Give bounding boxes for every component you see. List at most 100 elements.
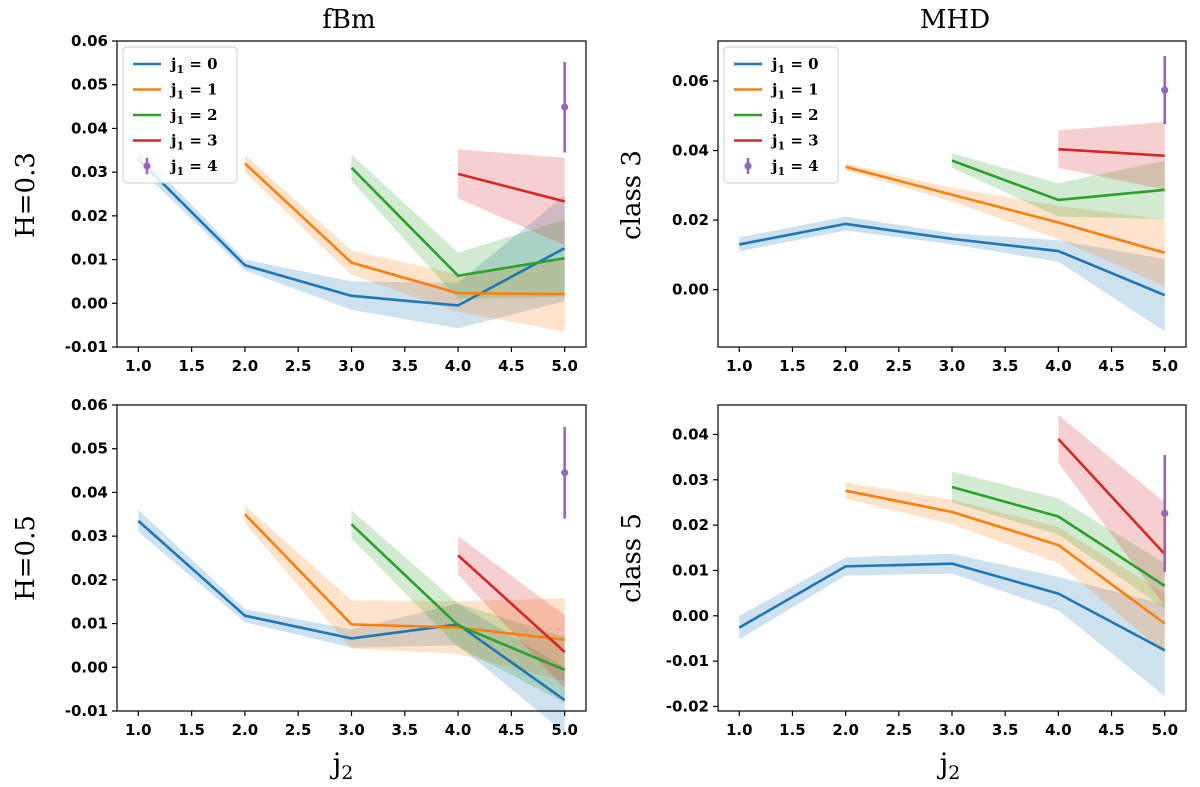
legend-label-sub: 1 [176, 89, 184, 102]
legend-label-j1=2: j1 = 2 [169, 106, 218, 127]
x-tick-label: 1.5 [178, 721, 205, 739]
y-tick-label: 0.03 [71, 163, 108, 181]
x-tick-label: 5.0 [551, 721, 578, 739]
point-j1=4 [561, 469, 569, 477]
legend-label-pre: j [770, 55, 777, 73]
band-j1=0 [138, 150, 565, 329]
y-tick-label: 0.00 [672, 607, 709, 625]
band-j1=1 [244, 154, 565, 332]
row-label-class5: class 5 [617, 513, 647, 603]
legend-marker-j1=4 [744, 162, 752, 170]
legend-label-j1=1: j1 = 1 [169, 81, 218, 102]
legend-label-j1=0: j1 = 0 [169, 55, 218, 76]
y-tick-label: 0.04 [672, 142, 709, 160]
x-tick-label: 2.5 [285, 721, 312, 739]
band-j1=2 [351, 154, 565, 299]
legend-label-post: = 1 [184, 81, 217, 99]
legend-label-pre: j [169, 157, 176, 175]
band-j1=0 [739, 216, 1165, 332]
legend-label-post: = 4 [785, 157, 818, 175]
line-j1=3 [457, 554, 566, 653]
x-tick-label: 2.0 [832, 357, 859, 375]
x-tick-label: 3.5 [392, 721, 419, 739]
legend-label-sub: 1 [777, 114, 785, 127]
y-tick-label: -0.02 [666, 697, 709, 715]
col-title-fbm: fBm [322, 5, 375, 35]
legend-label-sub: 1 [777, 89, 785, 102]
legend-label-post: = 0 [184, 55, 217, 73]
x-tick-label: 4.0 [445, 721, 472, 739]
x-tick-label: 1.0 [125, 357, 152, 375]
y-tick-label: 0.04 [71, 483, 108, 501]
legend-label-j1=4: j1 = 4 [169, 157, 218, 178]
y-tick-label: 0.02 [71, 571, 108, 589]
xlabel-right: j2 [937, 747, 961, 784]
legend-label-pre: j [169, 55, 176, 73]
legend-label-sub: 1 [176, 165, 184, 178]
legend-label-pre: j [770, 132, 777, 150]
point-j1=4 [561, 103, 569, 111]
legend-label-post: = 0 [785, 55, 818, 73]
y-tick-label: 0.00 [672, 281, 709, 299]
x-tick-label: 4.5 [498, 357, 525, 375]
x-tick-label: 4.5 [1098, 357, 1125, 375]
line-j1=1 [244, 162, 565, 296]
legend-label-sub: 1 [176, 63, 184, 76]
x-tick-label: 4.0 [445, 357, 472, 375]
legend-label-j1=3: j1 = 3 [169, 132, 218, 153]
line-j1=3 [457, 172, 566, 203]
line-j1=2 [951, 485, 1166, 587]
legend-label-sub: 1 [176, 114, 184, 127]
line-j1=0 [137, 519, 566, 702]
y-tick-label: 0.00 [71, 658, 108, 676]
line-j1=2 [350, 523, 566, 672]
y-tick-label: 0.06 [71, 32, 108, 50]
legend-label-j1=3: j1 = 3 [770, 132, 819, 153]
y-tick-label: 0.01 [672, 561, 709, 579]
panel-3: 1.0 1.5 2.0 2.5 3.0 3.5 4.0 4.5 5.0 -0.02 -0.01 0.0… [666, 404, 1187, 739]
legend-label-pre: j [770, 157, 777, 175]
panels: 1.0 1.5 2.0 2.5 3.0 3.5 4.0 4.5 5.0 -0.01 0.00 0.01… [65, 32, 1187, 739]
x-tick-label: 2.0 [232, 721, 259, 739]
x-tick-label: 4.0 [1045, 721, 1072, 739]
legend-label-j1=1: j1 = 1 [770, 81, 819, 102]
y-tick-label: 0.03 [71, 527, 108, 545]
x-tick-label: 5.0 [1151, 721, 1178, 739]
y-tick-label: 0.06 [71, 396, 108, 414]
panel-2: 1.0 1.5 2.0 2.5 3.0 3.5 4.0 4.5 5.0 -0.01 0.00 0.01… [65, 396, 587, 739]
legend-label-post: = 2 [785, 106, 818, 124]
y-tick-label: 0.05 [71, 440, 108, 458]
x-tick-label: 2.5 [886, 721, 913, 739]
legend-label-sub: 1 [777, 63, 785, 76]
y-tick-label: 0.06 [672, 72, 709, 90]
legend-label-post: = 3 [785, 132, 818, 150]
line-j1=2 [951, 159, 1165, 202]
x-tick-label: 3.0 [939, 721, 966, 739]
legend-label-pre: j [169, 132, 176, 150]
xlabel-left-main: j [330, 747, 342, 780]
legend-label-sub: 1 [777, 165, 785, 178]
y-tick-label: 0.03 [672, 471, 709, 489]
point-j1=4 [1161, 86, 1169, 94]
y-tick-label: 0.02 [672, 211, 709, 229]
xlabel-left-sub: 2 [341, 762, 353, 784]
line-j1=1 [845, 165, 1166, 255]
line-j1=1 [845, 489, 1166, 625]
legend-label-post: = 1 [785, 81, 818, 99]
x-tick-label: 3.0 [939, 357, 966, 375]
panel-0: 1.0 1.5 2.0 2.5 3.0 3.5 4.0 4.5 5.0 -0.01 0.00 0.01… [65, 32, 587, 375]
row-label-h05: H=0.5 [11, 515, 41, 601]
panel-1: 1.0 1.5 2.0 2.5 3.0 3.5 4.0 4.5 5.0 0.00 0.02 0.04 0… [672, 40, 1187, 375]
x-tick-label: 3.0 [338, 721, 365, 739]
legend-label-post: = 4 [184, 157, 217, 175]
legend-label-pre: j [169, 106, 176, 124]
x-tick-label: 2.0 [232, 357, 259, 375]
y-tick-label: 0.00 [71, 294, 108, 312]
legend-label-post: = 2 [184, 106, 217, 124]
legend-label-pre: j [169, 81, 176, 99]
line-j1=0 [137, 158, 566, 307]
x-tick-label: 1.5 [779, 357, 806, 375]
x-tick-label: 1.5 [779, 721, 806, 739]
band-j1=1 [845, 482, 1165, 654]
